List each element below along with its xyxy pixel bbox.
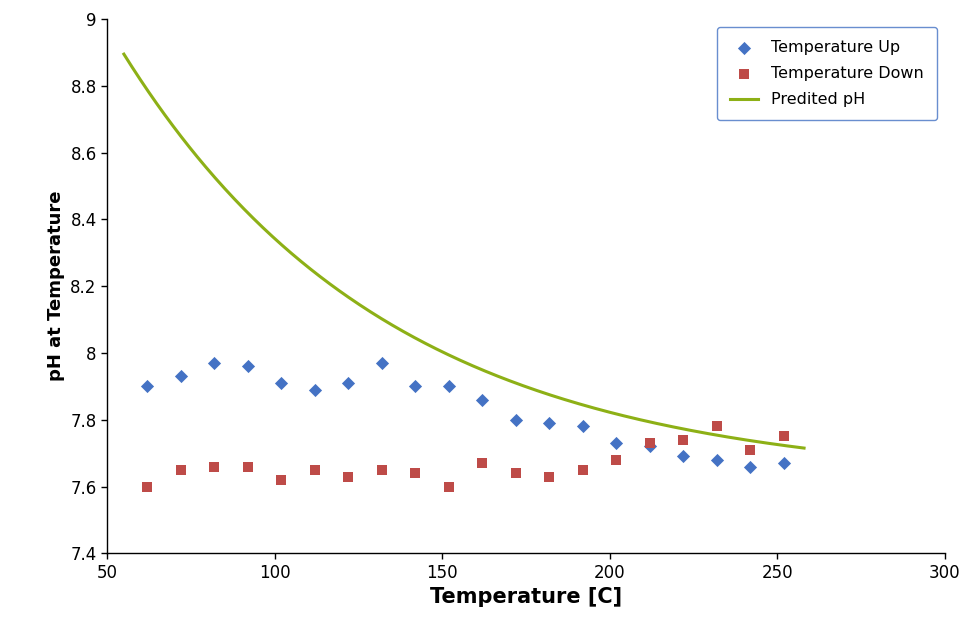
Predited pH [676,425,688,432]
Temperature Up [474,395,490,405]
Temperature Up [575,422,590,432]
Temperature Down [542,471,557,481]
Predited pH [799,445,810,452]
Temperature Down [341,471,356,481]
Temperature Up [173,371,189,382]
Predited pH [118,50,130,58]
X-axis label: Temperature [C]: Temperature [C] [430,587,622,607]
Temperature Up [508,415,524,425]
Temperature Up [274,378,289,388]
Temperature Down [307,465,322,475]
Temperature Down [274,475,289,485]
Temperature Down [642,438,657,448]
Temperature Up [407,381,423,391]
Predited pH [523,384,535,392]
Predited pH [486,370,498,378]
Temperature Down [609,455,624,465]
Temperature Down [139,481,155,492]
Temperature Down [676,434,692,445]
Temperature Down [173,465,189,475]
Temperature Up [709,455,725,465]
Y-axis label: pH at Temperature: pH at Temperature [47,191,65,382]
Temperature Down [240,461,255,471]
Temperature Down [742,445,758,455]
Predited pH [445,352,457,360]
Temperature Down [508,468,524,478]
Temperature Up [441,381,457,391]
Temperature Down [575,465,590,475]
Predited pH [441,350,453,358]
Temperature Up [139,381,155,391]
Predited pH [782,442,794,450]
Temperature Up [742,461,758,471]
Temperature Up [374,358,390,368]
Temperature Up [642,441,657,452]
Legend: Temperature Up, Temperature Down, Predited pH: Temperature Up, Temperature Down, Predit… [717,27,937,120]
Temperature Down [776,431,792,441]
Temperature Up [341,378,356,388]
Line: Predited pH: Predited pH [124,54,805,448]
Temperature Up [676,452,692,462]
Temperature Down [709,422,725,432]
Temperature Up [307,385,322,395]
Temperature Down [407,468,423,478]
Temperature Down [474,458,490,468]
Temperature Down [374,465,390,475]
Temperature Down [206,461,222,471]
Temperature Up [542,418,557,428]
Temperature Up [776,458,792,468]
Temperature Up [206,358,222,368]
Temperature Down [441,481,457,492]
Temperature Up [609,438,624,448]
Temperature Up [240,361,255,371]
